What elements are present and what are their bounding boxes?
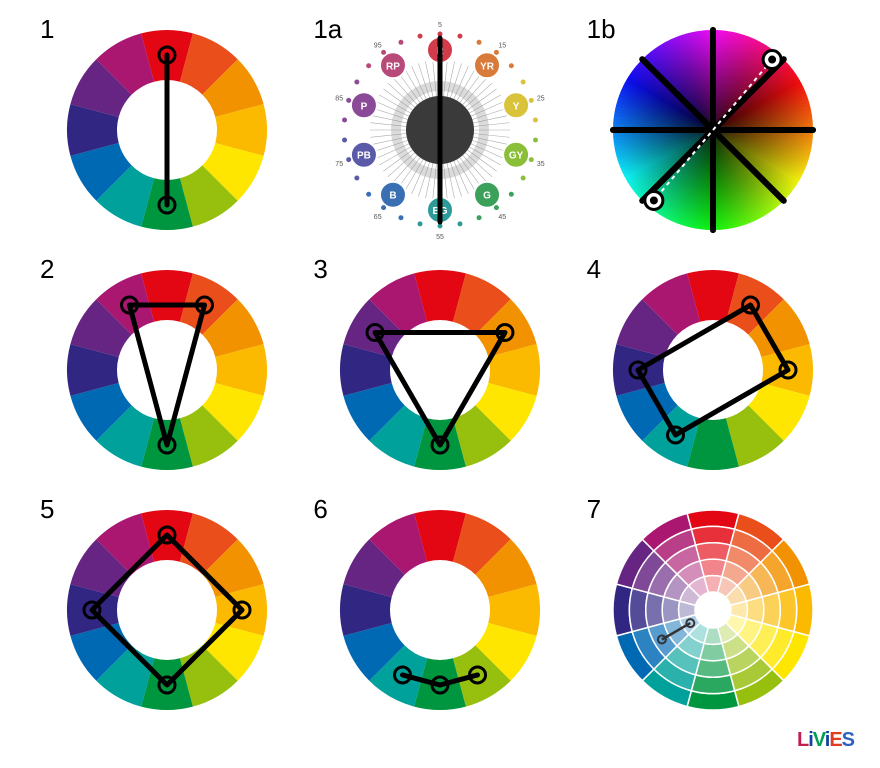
- panel-label: 1: [40, 14, 54, 45]
- panel-4: 4: [577, 250, 850, 490]
- svg-text:Y: Y: [513, 101, 520, 112]
- svg-text:YR: YR: [480, 61, 495, 72]
- svg-text:75: 75: [335, 161, 343, 168]
- munsell-wheel: R5YR15Y25GY35G45BG55B65PB75P85RP95: [330, 20, 550, 240]
- panel-label: 7: [587, 494, 601, 525]
- watermark: LiViES: [797, 729, 854, 752]
- svg-text:B: B: [389, 191, 396, 202]
- panel-7: 7: [577, 490, 850, 730]
- svg-text:95: 95: [374, 42, 382, 49]
- panel-6: 6: [303, 490, 576, 730]
- panel-1: 1: [30, 10, 303, 250]
- color-wheel-tetradic-square: [57, 500, 277, 720]
- svg-text:GY: GY: [509, 151, 524, 162]
- panel-label: 2: [40, 254, 54, 285]
- svg-text:PB: PB: [357, 151, 371, 162]
- svg-text:85: 85: [335, 95, 343, 102]
- tints-wheel-monochromatic: [603, 500, 823, 720]
- panel-grid: 1 1a R5YR15Y25GY35G45BG55B65PB75P85RP95 …: [30, 0, 850, 730]
- panel-5: 5: [30, 490, 303, 730]
- color-wheel-analogous: [330, 500, 550, 720]
- svg-text:5: 5: [438, 22, 442, 29]
- svg-text:P: P: [361, 101, 368, 112]
- svg-text:55: 55: [436, 234, 444, 240]
- panel-1b: 1b: [577, 10, 850, 250]
- panel-label: 6: [313, 494, 327, 525]
- panel-label: 1a: [313, 14, 342, 45]
- svg-text:G: G: [483, 191, 491, 202]
- panel-2: 2: [30, 250, 303, 490]
- color-wheel-tetradic-rect: [603, 260, 823, 480]
- panel-label: 4: [587, 254, 601, 285]
- color-wheel-split-complementary: [57, 260, 277, 480]
- svg-text:35: 35: [537, 161, 545, 168]
- panel-label: 3: [313, 254, 327, 285]
- color-wheel-complementary: [57, 20, 277, 240]
- panel-label: 1b: [587, 14, 616, 45]
- svg-text:25: 25: [537, 95, 545, 102]
- panel-label: 5: [40, 494, 54, 525]
- panel-1a: 1a R5YR15Y25GY35G45BG55B65PB75P85RP95: [303, 10, 576, 250]
- conic-gradient-wheel: [603, 20, 823, 240]
- svg-text:65: 65: [374, 214, 382, 221]
- svg-text:RP: RP: [386, 61, 400, 72]
- color-wheel-triadic: [330, 260, 550, 480]
- figure-canvas: 1 1a R5YR15Y25GY35G45BG55B65PB75P85RP95 …: [0, 0, 880, 768]
- svg-text:45: 45: [498, 214, 506, 221]
- svg-text:15: 15: [498, 42, 506, 49]
- panel-3: 3: [303, 250, 576, 490]
